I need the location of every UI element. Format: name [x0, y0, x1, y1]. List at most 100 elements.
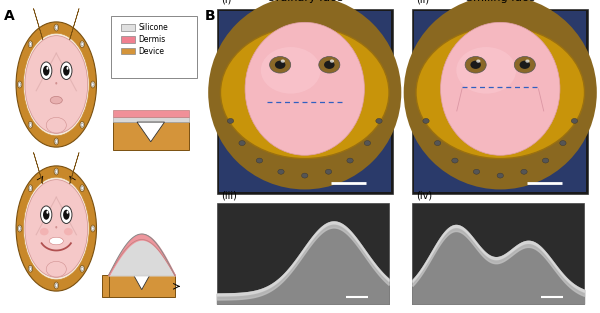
- Circle shape: [521, 169, 527, 174]
- Circle shape: [19, 83, 21, 86]
- FancyBboxPatch shape: [113, 117, 189, 122]
- Circle shape: [497, 173, 503, 178]
- Circle shape: [61, 206, 72, 223]
- Circle shape: [14, 19, 98, 150]
- Circle shape: [269, 57, 290, 73]
- Circle shape: [29, 267, 32, 270]
- Circle shape: [278, 169, 284, 174]
- Circle shape: [43, 66, 49, 76]
- Circle shape: [67, 67, 68, 70]
- Text: (iii): (iii): [221, 190, 237, 200]
- Circle shape: [92, 83, 94, 86]
- Circle shape: [364, 141, 371, 146]
- Ellipse shape: [245, 22, 364, 155]
- Circle shape: [330, 59, 334, 63]
- Polygon shape: [34, 152, 43, 184]
- Circle shape: [54, 24, 58, 31]
- Circle shape: [80, 41, 85, 48]
- Ellipse shape: [46, 261, 67, 277]
- Circle shape: [81, 123, 83, 126]
- Circle shape: [470, 61, 481, 69]
- Circle shape: [25, 180, 88, 277]
- Circle shape: [43, 210, 49, 220]
- Circle shape: [28, 265, 32, 272]
- Circle shape: [80, 265, 85, 272]
- Ellipse shape: [49, 237, 64, 245]
- Text: (ii): (ii): [416, 0, 430, 5]
- Circle shape: [29, 43, 32, 46]
- Circle shape: [520, 61, 530, 69]
- Circle shape: [55, 284, 58, 287]
- Circle shape: [54, 138, 58, 145]
- FancyBboxPatch shape: [109, 275, 175, 297]
- Circle shape: [54, 282, 58, 289]
- Circle shape: [302, 173, 308, 178]
- FancyBboxPatch shape: [414, 11, 586, 192]
- Circle shape: [28, 41, 32, 48]
- Circle shape: [347, 158, 353, 163]
- Circle shape: [256, 158, 263, 163]
- Circle shape: [473, 169, 479, 174]
- Circle shape: [46, 211, 49, 214]
- Circle shape: [281, 59, 285, 63]
- Circle shape: [452, 158, 458, 163]
- Ellipse shape: [440, 22, 560, 155]
- Circle shape: [17, 225, 22, 232]
- Ellipse shape: [261, 47, 320, 94]
- Circle shape: [324, 61, 335, 69]
- Circle shape: [28, 185, 32, 192]
- Circle shape: [29, 187, 32, 190]
- Text: Ordinary face: Ordinary face: [267, 0, 343, 3]
- Circle shape: [542, 158, 549, 163]
- Circle shape: [14, 163, 98, 294]
- Circle shape: [571, 118, 578, 123]
- Polygon shape: [134, 275, 149, 290]
- Circle shape: [19, 227, 21, 230]
- FancyBboxPatch shape: [219, 11, 391, 192]
- Circle shape: [526, 59, 530, 63]
- Circle shape: [55, 26, 58, 29]
- Circle shape: [16, 22, 97, 147]
- Circle shape: [17, 81, 22, 88]
- Circle shape: [376, 118, 382, 123]
- FancyBboxPatch shape: [121, 48, 134, 54]
- Circle shape: [63, 66, 70, 76]
- FancyBboxPatch shape: [102, 275, 112, 297]
- Circle shape: [434, 141, 441, 146]
- Circle shape: [29, 123, 32, 126]
- Circle shape: [55, 170, 58, 173]
- Circle shape: [416, 26, 584, 159]
- FancyBboxPatch shape: [412, 203, 584, 304]
- Circle shape: [41, 206, 52, 223]
- Circle shape: [91, 81, 95, 88]
- Ellipse shape: [55, 226, 57, 228]
- Circle shape: [28, 121, 32, 128]
- Circle shape: [55, 140, 58, 143]
- Polygon shape: [34, 8, 43, 40]
- Circle shape: [46, 67, 49, 70]
- Circle shape: [319, 57, 340, 73]
- Polygon shape: [70, 152, 79, 184]
- Polygon shape: [137, 122, 164, 142]
- Circle shape: [81, 187, 83, 190]
- Circle shape: [239, 141, 245, 146]
- Text: Device: Device: [139, 47, 164, 55]
- Circle shape: [81, 267, 83, 270]
- Ellipse shape: [208, 0, 401, 189]
- Circle shape: [220, 26, 389, 159]
- Circle shape: [227, 118, 233, 123]
- Ellipse shape: [457, 47, 516, 94]
- Ellipse shape: [64, 228, 73, 235]
- FancyBboxPatch shape: [219, 11, 391, 192]
- Circle shape: [423, 118, 429, 123]
- Text: Smiling face: Smiling face: [466, 0, 535, 3]
- FancyBboxPatch shape: [414, 11, 586, 192]
- Ellipse shape: [50, 96, 62, 104]
- FancyBboxPatch shape: [217, 9, 392, 194]
- Ellipse shape: [40, 228, 49, 235]
- Circle shape: [560, 141, 566, 146]
- Text: (iv): (iv): [416, 190, 433, 200]
- Circle shape: [476, 59, 481, 63]
- Circle shape: [23, 177, 89, 280]
- Circle shape: [514, 57, 535, 73]
